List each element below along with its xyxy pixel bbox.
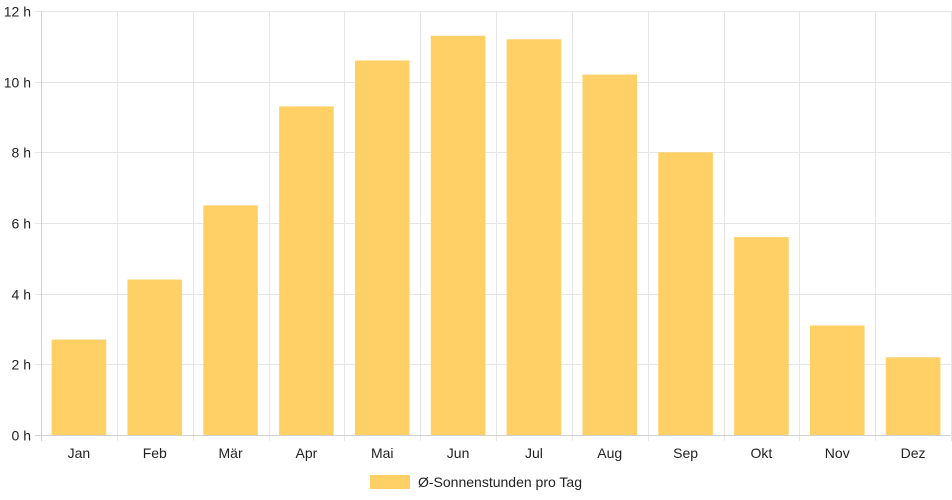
bar-jul[interactable]: [506, 39, 562, 436]
x-tick-label: Aug: [597, 445, 622, 461]
x-tick-label: Sep: [673, 445, 698, 461]
y-tick-label: 6 h: [12, 216, 31, 232]
legend-label: Ø-Sonnenstunden pro Tag: [418, 474, 582, 490]
grid: [35, 11, 952, 441]
y-tick-label: 0 h: [12, 428, 31, 444]
x-tick-label: Okt: [751, 445, 773, 461]
x-axis-tick-labels: Jan Feb Mär Apr Mai Jun Jul Aug Sep Okt Nov Dez: [68, 445, 926, 461]
legend-swatch: [370, 475, 410, 489]
x-tick-label: Nov: [825, 445, 850, 461]
x-tick-label: Jan: [68, 445, 91, 461]
bar-dez[interactable]: [885, 357, 941, 435]
x-tick-label: Dez: [901, 445, 926, 461]
y-tick-label: 8 h: [12, 145, 31, 161]
x-tick-label: Feb: [143, 445, 167, 461]
bar-mai[interactable]: [354, 60, 410, 435]
legend[interactable]: Ø-Sonnenstunden pro Tag: [370, 474, 582, 490]
y-tick-label: 4 h: [12, 287, 31, 303]
bar-aug[interactable]: [582, 74, 638, 435]
x-tick-label: Apr: [296, 445, 318, 461]
bar-nov[interactable]: [809, 325, 865, 435]
y-axis-tick-labels: 0 h 2 h 4 h 6 h 8 h 10 h 12 h: [4, 4, 31, 444]
axes: [35, 11, 951, 441]
bar-mär[interactable]: [203, 205, 258, 435]
y-tick-label: 10 h: [4, 75, 31, 91]
bars: [51, 35, 941, 436]
bar-jun[interactable]: [430, 35, 486, 435]
x-tick-label: Mär: [219, 445, 243, 461]
x-tick-label: Mai: [371, 445, 394, 461]
bar-sep[interactable]: [658, 152, 713, 436]
bar-okt[interactable]: [734, 237, 789, 435]
bar-apr[interactable]: [279, 106, 334, 436]
y-tick-label: 2 h: [12, 357, 31, 373]
y-tick-label: 12 h: [4, 4, 31, 20]
bar-jan[interactable]: [51, 339, 107, 435]
bar-feb[interactable]: [127, 279, 183, 435]
x-tick-label: Jun: [447, 445, 470, 461]
x-tick-label: Jul: [525, 445, 543, 461]
